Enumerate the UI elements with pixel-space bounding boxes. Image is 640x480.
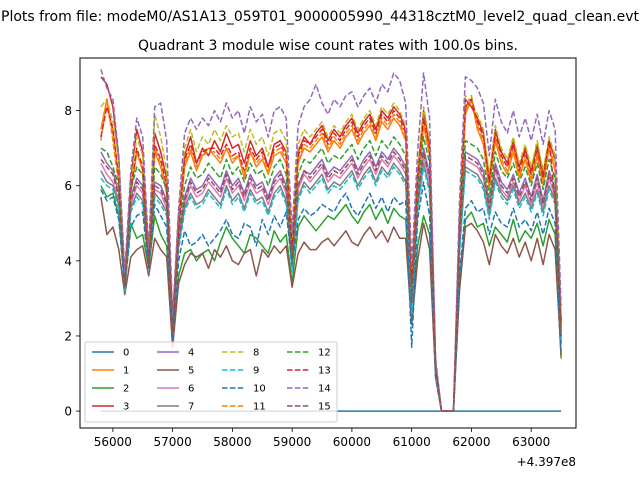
legend-label-0: 0 [123,348,129,359]
y-tick-label: 6 [64,179,72,193]
legend-label-3: 3 [123,402,129,413]
x-axis: 56000 57000 58000 59000 60000 61000 62000 63000 [94,428,550,449]
series-line-15 [100,151,562,412]
legend-label-13: 13 [318,366,331,377]
figure-suptitle: Plots from file: modeM0/AS1A13_059T01_90… [1,9,639,25]
series-line-14 [100,69,562,412]
y-tick-label: 4 [64,254,72,268]
legend-label-7: 7 [188,402,194,413]
plot-frame [79,57,577,429]
y-tick-label: 2 [64,329,72,343]
x-tick-label: 62000 [452,435,490,449]
chart-title: Quadrant 3 module wise count rates with … [138,38,518,54]
y-tick-label: 8 [64,104,72,118]
x-tick-label: 58000 [213,435,251,449]
x-tick-label: 56000 [94,435,132,449]
series-line-12 [100,136,562,412]
series-line-9 [100,166,562,412]
legend-label-11: 11 [253,402,266,413]
legend-label-1: 1 [123,366,129,377]
legend-label-9: 9 [253,366,259,377]
series-layer [100,69,562,412]
x-tick-label: 57000 [154,435,192,449]
x-tick-label: 60000 [333,435,371,449]
legend-label-2: 2 [123,384,129,395]
series-line-5 [100,196,562,412]
x-tick-label: 63000 [512,435,550,449]
legend-label-10: 10 [253,384,266,395]
x-tick-label: 61000 [393,435,431,449]
x-tick-label: 59000 [273,435,311,449]
legend-label-6: 6 [188,384,194,395]
series-line-13 [100,98,562,412]
y-axis: 0 2 4 6 8 [64,104,80,419]
y-tick-label: 0 [64,405,72,419]
legend-box [84,341,338,423]
series-line-8 [100,94,562,412]
legend-label-14: 14 [318,384,331,395]
legend-label-4: 4 [188,348,194,359]
legend-label-12: 12 [318,348,331,359]
legend-label-15: 15 [318,402,331,413]
x-offset-label: +4.397e8 [517,455,576,469]
legend-label-8: 8 [253,348,259,359]
legend-label-5: 5 [188,366,194,377]
series-line-10 [100,181,562,412]
